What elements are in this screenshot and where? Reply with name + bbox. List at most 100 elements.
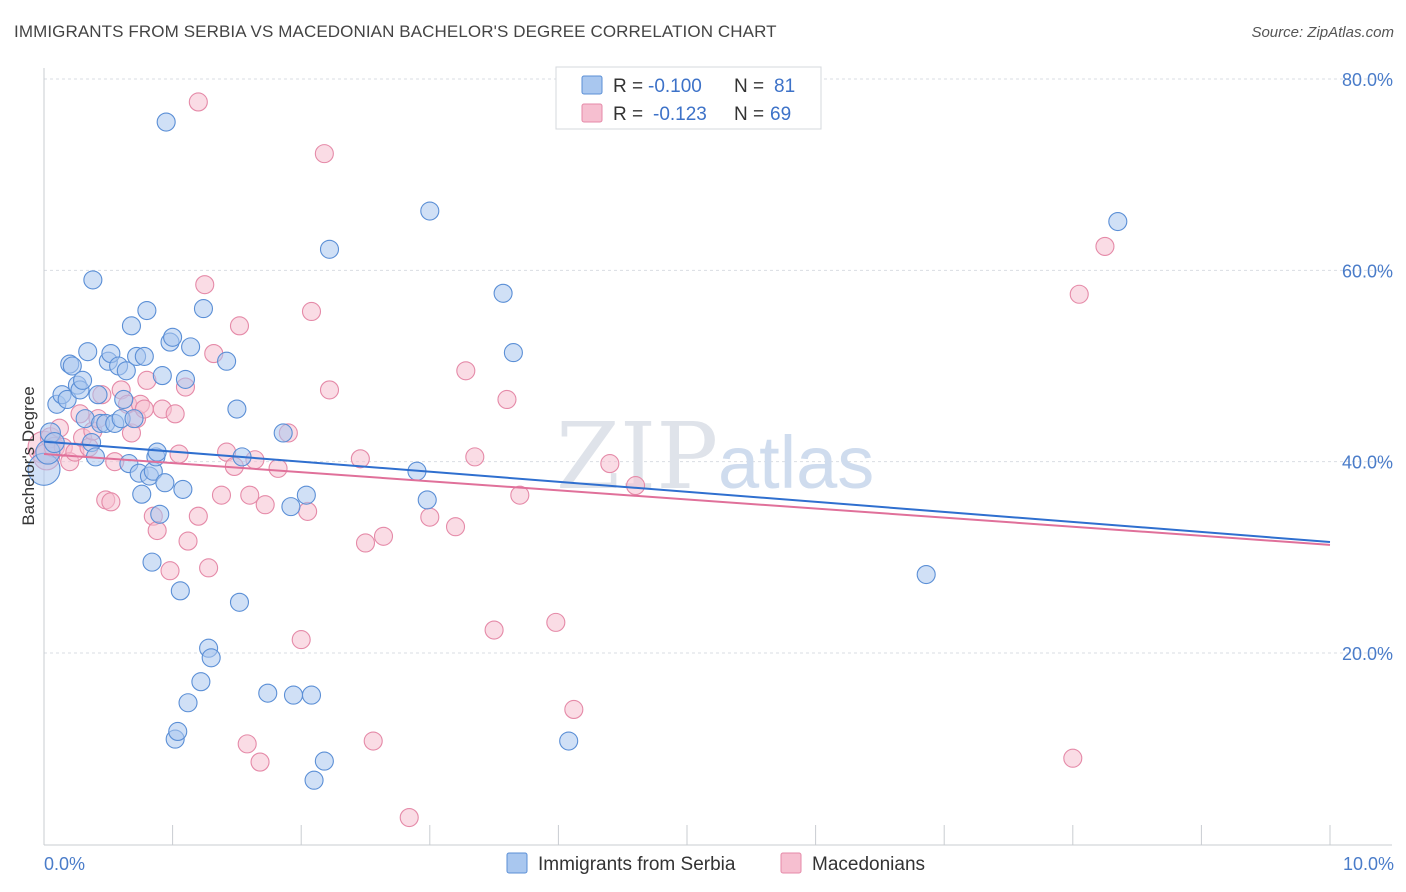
serbia-point-75 [559,731,579,751]
macedonians-point-50 [301,301,322,322]
correlation-legend: R = -0.100 N = 81 R = -0.123 N = 69 [555,66,822,130]
serbia-point-62 [273,423,293,443]
serbia-point-8 [62,356,82,376]
serbia-point-72 [420,201,440,221]
macedonians-point-49 [298,501,318,521]
macedonians-point-63 [497,389,517,410]
serbia-point-17 [88,385,108,405]
serbia-point-57 [217,351,237,371]
serbia-point-66 [301,685,322,705]
serbia-point-61 [258,683,278,703]
macedonians-point-34 [199,558,219,578]
serbia-point-67 [314,751,334,771]
serbia-point-50 [175,369,196,389]
serbia-point-47 [168,721,188,741]
macedonians-point-58 [420,507,440,527]
macedonians-point-43 [250,752,270,772]
macedonians-point-60 [456,361,476,381]
serbia-point-48 [170,581,190,601]
serbia-point-40 [150,504,170,524]
serbia-point-25 [114,389,134,410]
macedonians-point-53 [350,449,370,469]
series-legend: Immigrants from Serbia Macedonians [506,852,925,875]
serbia-point-34 [137,300,157,321]
macedonians-point-27 [160,561,180,581]
macedonians-point-67 [600,454,620,474]
serbia-point-51 [178,693,198,713]
macedonians-point-36 [211,485,232,505]
serbia-point-74 [503,343,523,363]
y-tick-label-60: 60.0% [1342,261,1393,281]
macedonians-point-51 [314,144,334,164]
y-tick-label-40: 40.0% [1342,453,1393,473]
macedonians-point-45 [268,458,288,478]
macedonians-trend-line [43,453,1331,546]
grid-lines [44,78,1392,654]
macedonians-point-40 [237,734,257,754]
serbia-point-42 [155,473,175,493]
macedonians-point-64 [510,485,530,505]
macedonians-point-48 [291,630,311,650]
serbia-point-6 [57,389,77,410]
serbia-point-63 [281,497,301,517]
watermark-atlas: atlas [718,421,874,504]
serbia-point-71 [417,490,437,510]
macedonians-point-68 [626,476,646,496]
macedonians-point-39 [229,316,250,336]
serbia-point-15 [83,270,103,290]
y-axis-label: Bachelor's Degree [19,386,38,525]
macedonians-point-28 [165,404,185,424]
serbia-point-49 [173,479,193,499]
serbia-point-76 [916,565,936,585]
serbia-point-13 [78,342,98,362]
macedonians-point-15 [101,492,121,512]
serbia-point-11 [73,370,93,390]
chart-title: IMMIGRANTS FROM SERBIA VS MACEDONIAN BAC… [14,22,777,41]
macedonians-point-41 [240,485,260,505]
legend-macedonians-r-label: R = [613,104,643,125]
legend-macedonians-r-value: -0.123 [653,104,707,125]
serbia-point-43 [156,112,176,132]
legend-serbia-swatch [581,75,603,95]
x-tick-max: 10.0% [1343,854,1394,874]
macedonians-point-47 [188,92,208,112]
source-label: Source: ZipAtlas.com [1251,24,1394,41]
macedonians-point-61 [465,447,485,467]
legend-serbia-n-value: 81 [774,76,795,97]
serbia-point-69 [304,770,324,790]
macedonians-point-71 [1095,236,1115,256]
serbia-point-77 [1108,211,1128,232]
serbia-point-59 [229,592,250,612]
serbia-point-36 [142,552,162,572]
macedonians-point-65 [546,612,566,632]
serbia-point-53 [191,672,211,692]
serbia-point-39 [147,442,167,462]
serbia-point-64 [283,685,304,705]
series-legend-serbia-label: Immigrants from Serbia [538,854,736,875]
serbia-point-26 [116,361,136,381]
legend-macedonians-n-value: 69 [770,104,791,125]
macedonians-point-57 [399,807,419,828]
macedonians-point-56 [373,526,394,546]
serbia-point-33 [134,346,154,366]
series-legend-serbia-swatch [506,852,528,874]
trend-lines [43,440,1331,546]
serbia-point-56 [201,648,221,668]
macedonians-point-69 [1063,748,1083,768]
y-tick-label-20: 20.0% [1342,644,1393,664]
legend-macedonians-n-label: N = [734,104,764,125]
macedonians-point-62 [484,620,504,640]
serbia-points [27,112,1128,790]
serbia-point-45 [163,327,183,347]
macedonians-point-29 [169,444,189,464]
macedonians-point-25 [147,520,167,541]
legend-serbia-r-value: -0.100 [648,76,702,97]
serbia-trend-line [43,440,1331,544]
serbia-point-58 [227,399,247,419]
macedonians-point-66 [564,699,584,719]
serbia-point-54 [193,299,214,319]
macedonians-point-70 [1069,284,1089,304]
serbia-point-52 [181,337,201,357]
y-tick-labels: 20.0% 40.0% 60.0% 80.0% [1342,70,1393,664]
